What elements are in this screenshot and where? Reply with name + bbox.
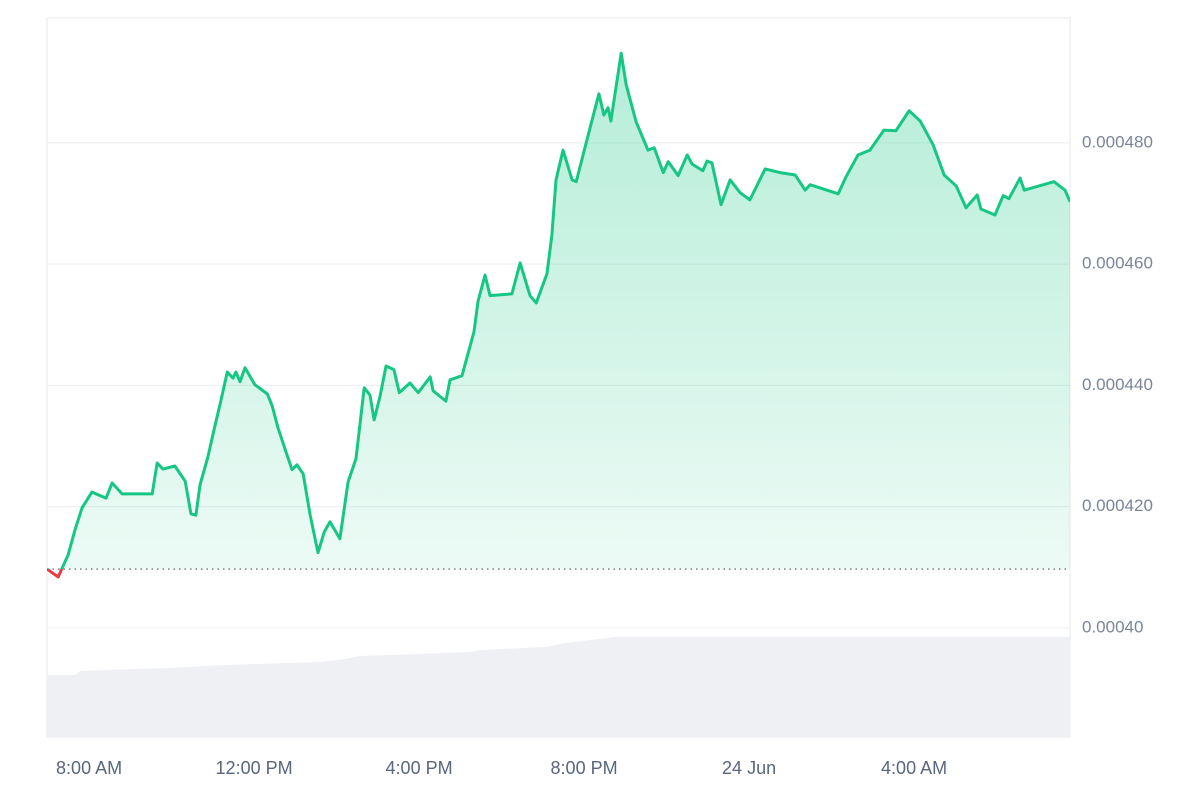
y-tick-label: 0.000480 bbox=[1082, 132, 1153, 151]
y-tick-label: 0.000420 bbox=[1082, 496, 1153, 515]
x-tick-label: 4:00 AM bbox=[881, 758, 947, 778]
marks bbox=[47, 51, 1070, 579]
x-tick-label: 12:00 PM bbox=[216, 758, 293, 778]
y-tick-label: 0.000440 bbox=[1082, 375, 1153, 394]
price-line bbox=[47, 51, 1070, 570]
x-tick-label: 4:00 PM bbox=[386, 758, 453, 778]
y-tick-label: 0.000460 bbox=[1082, 254, 1153, 273]
price-area bbox=[47, 53, 1070, 570]
labels: 0.00040 0.000420 0.000440 0.000460 0.000480 8… bbox=[56, 132, 1153, 777]
y-tick-label: 0.00040 bbox=[1082, 617, 1143, 636]
volume-bars bbox=[47, 637, 1070, 737]
x-tick-label: 8:00 AM bbox=[56, 758, 122, 778]
x-tick-label: 8:00 PM bbox=[551, 758, 618, 778]
x-tick-label: 24 Jun bbox=[722, 758, 776, 778]
